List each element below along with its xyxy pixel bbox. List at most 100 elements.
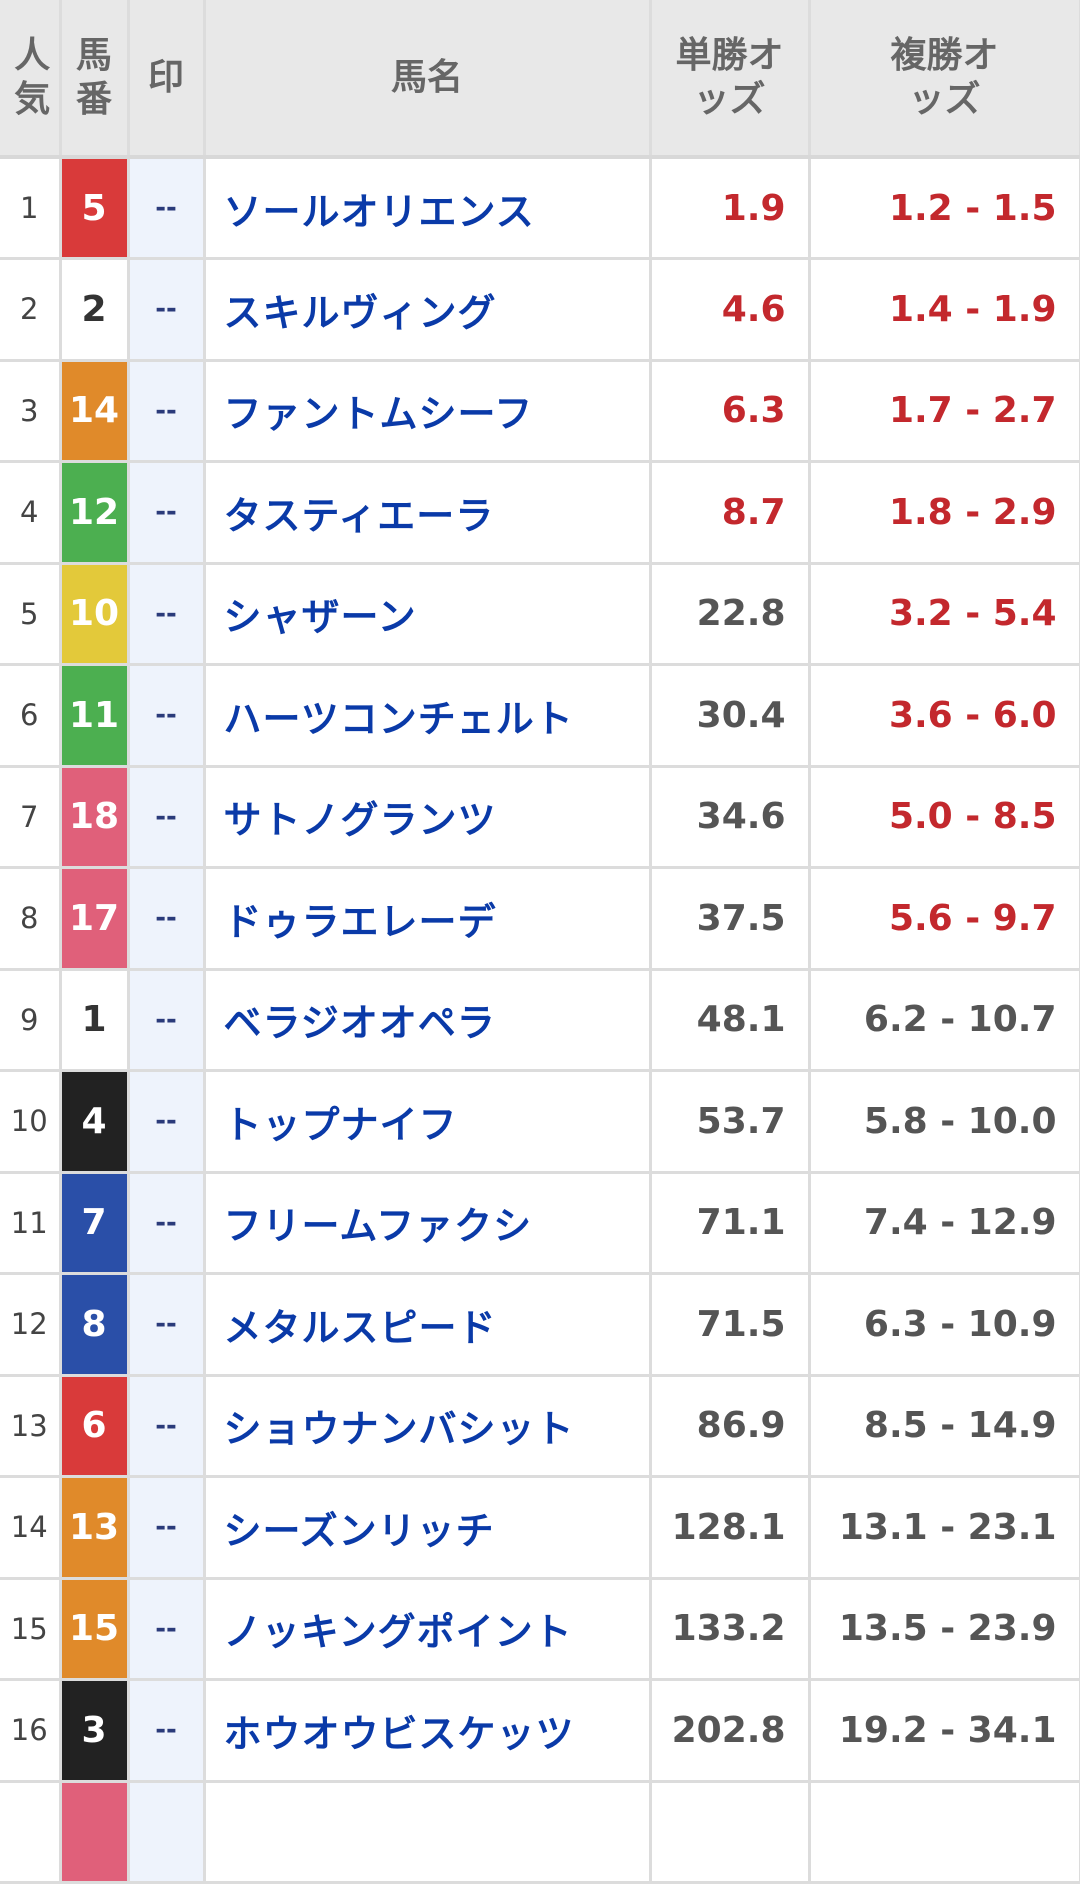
horse-name-link[interactable]: ハーツコンチェルト: [204, 664, 652, 768]
win-odds: 71.5: [650, 1273, 811, 1377]
table-row[interactable]: 3 14 -- ファントムシーフ 6.3 1.7 - 2.7: [0, 360, 1080, 463]
popularity: 4: [0, 461, 62, 565]
place-odds: 7.4 - 12.9: [809, 1172, 1080, 1275]
popularity: 9: [0, 969, 62, 1072]
place-odds: 1.7 - 2.7: [809, 360, 1080, 463]
horse-name-link[interactable]: [204, 1781, 652, 1884]
mark-select[interactable]: --: [128, 1578, 206, 1681]
table-row[interactable]: 9 1 -- ベラジオオペラ 48.1 6.2 - 10.7: [0, 969, 1080, 1072]
place-odds: 5.8 - 10.0: [809, 1070, 1080, 1174]
header-number[interactable]: 馬番: [60, 0, 130, 159]
win-odds: 8.7: [650, 461, 811, 565]
place-odds: 8.5 - 14.9: [809, 1375, 1080, 1478]
horse-name-link[interactable]: ドゥラエレーデ: [204, 867, 652, 971]
horse-name-link[interactable]: ベラジオオペラ: [204, 969, 652, 1072]
header-mark: 印: [128, 0, 206, 159]
table-row[interactable]: [0, 1781, 1080, 1884]
horse-name-link[interactable]: メタルスピード: [204, 1273, 652, 1377]
mark-select[interactable]: --: [128, 157, 206, 260]
mark-select[interactable]: --: [128, 867, 206, 971]
mark-select[interactable]: --: [128, 461, 206, 565]
popularity: 10: [0, 1070, 62, 1174]
horse-name-link[interactable]: シーズンリッチ: [204, 1476, 652, 1580]
popularity: 12: [0, 1273, 62, 1377]
popularity: 15: [0, 1578, 62, 1681]
table-row[interactable]: 6 11 -- ハーツコンチェルト 30.4 3.6 - 6.0: [0, 664, 1080, 768]
horse-name-link[interactable]: タスティエーラ: [204, 461, 652, 565]
popularity: 5: [0, 563, 62, 666]
table-row[interactable]: 16 3 -- ホウオウビスケッツ 202.8 19.2 - 34.1: [0, 1679, 1080, 1783]
horse-number: 13: [60, 1476, 130, 1580]
table-row[interactable]: 8 17 -- ドゥラエレーデ 37.5 5.6 - 9.7: [0, 867, 1080, 971]
table-row[interactable]: 2 2 -- スキルヴィング 4.6 1.4 - 1.9: [0, 258, 1080, 362]
place-odds: [809, 1781, 1080, 1884]
win-odds: 34.6: [650, 766, 811, 869]
win-odds: 48.1: [650, 969, 811, 1072]
horse-number: 8: [60, 1273, 130, 1377]
mark-select[interactable]: --: [128, 1476, 206, 1580]
table-row[interactable]: 7 18 -- サトノグランツ 34.6 5.0 - 8.5: [0, 766, 1080, 869]
mark-select[interactable]: --: [128, 1172, 206, 1275]
place-odds: 3.2 - 5.4: [809, 563, 1080, 666]
horse-name-link[interactable]: シャザーン: [204, 563, 652, 666]
mark-select[interactable]: --: [128, 360, 206, 463]
header-place-odds[interactable]: 複勝オッズ: [809, 0, 1080, 159]
win-odds: 37.5: [650, 867, 811, 971]
header-name: 馬名: [204, 0, 652, 159]
table-row[interactable]: 13 6 -- ショウナンバシット 86.9 8.5 - 14.9: [0, 1375, 1080, 1478]
header-popularity[interactable]: 人気: [0, 0, 62, 159]
table-row[interactable]: 15 15 -- ノッキングポイント 133.2 13.5 - 23.9: [0, 1578, 1080, 1681]
horse-name-link[interactable]: ファントムシーフ: [204, 360, 652, 463]
horse-number: 18: [60, 766, 130, 869]
mark-select[interactable]: [128, 1781, 206, 1884]
place-odds: 19.2 - 34.1: [809, 1679, 1080, 1783]
win-odds: 133.2: [650, 1578, 811, 1681]
place-odds: 13.1 - 23.1: [809, 1476, 1080, 1580]
horse-name-link[interactable]: ショウナンバシット: [204, 1375, 652, 1478]
horse-name-link[interactable]: サトノグランツ: [204, 766, 652, 869]
horse-number: 4: [60, 1070, 130, 1174]
horse-name-link[interactable]: フリームファクシ: [204, 1172, 652, 1275]
mark-select[interactable]: --: [128, 766, 206, 869]
win-odds: 6.3: [650, 360, 811, 463]
table-row[interactable]: 1 5 -- ソールオリエンス 1.9 1.2 - 1.5: [0, 157, 1080, 260]
place-odds: 6.3 - 10.9: [809, 1273, 1080, 1377]
popularity: 3: [0, 360, 62, 463]
place-odds: 1.8 - 2.9: [809, 461, 1080, 565]
table-row[interactable]: 11 7 -- フリームファクシ 71.1 7.4 - 12.9: [0, 1172, 1080, 1275]
header-win-odds[interactable]: 単勝オッズ: [650, 0, 811, 159]
table-row[interactable]: 12 8 -- メタルスピード 71.5 6.3 - 10.9: [0, 1273, 1080, 1377]
popularity: 11: [0, 1172, 62, 1275]
table-row[interactable]: 4 12 -- タスティエーラ 8.7 1.8 - 2.9: [0, 461, 1080, 565]
win-odds: 4.6: [650, 258, 811, 362]
mark-select[interactable]: --: [128, 1679, 206, 1783]
mark-select[interactable]: --: [128, 1070, 206, 1174]
place-odds: 1.2 - 1.5: [809, 157, 1080, 260]
win-odds: 53.7: [650, 1070, 811, 1174]
mark-select[interactable]: --: [128, 1375, 206, 1478]
table-row[interactable]: 14 13 -- シーズンリッチ 128.1 13.1 - 23.1: [0, 1476, 1080, 1580]
popularity: 6: [0, 664, 62, 768]
mark-select[interactable]: --: [128, 969, 206, 1072]
mark-select[interactable]: --: [128, 1273, 206, 1377]
place-odds: 5.6 - 9.7: [809, 867, 1080, 971]
table-row[interactable]: 10 4 -- トップナイフ 53.7 5.8 - 10.0: [0, 1070, 1080, 1174]
mark-select[interactable]: --: [128, 258, 206, 362]
horse-name-link[interactable]: ソールオリエンス: [204, 157, 652, 260]
horse-number: [60, 1781, 130, 1884]
horse-name-link[interactable]: ノッキングポイント: [204, 1578, 652, 1681]
horse-name-link[interactable]: スキルヴィング: [204, 258, 652, 362]
table-row[interactable]: 5 10 -- シャザーン 22.8 3.2 - 5.4: [0, 563, 1080, 666]
horse-number: 3: [60, 1679, 130, 1783]
mark-select[interactable]: --: [128, 664, 206, 768]
horse-name-link[interactable]: ホウオウビスケッツ: [204, 1679, 652, 1783]
win-odds: [650, 1781, 811, 1884]
horse-number: 5: [60, 157, 130, 260]
mark-select[interactable]: --: [128, 563, 206, 666]
popularity: 7: [0, 766, 62, 869]
horse-number: 7: [60, 1172, 130, 1275]
place-odds: 6.2 - 10.7: [809, 969, 1080, 1072]
horse-name-link[interactable]: トップナイフ: [204, 1070, 652, 1174]
popularity: 16: [0, 1679, 62, 1783]
